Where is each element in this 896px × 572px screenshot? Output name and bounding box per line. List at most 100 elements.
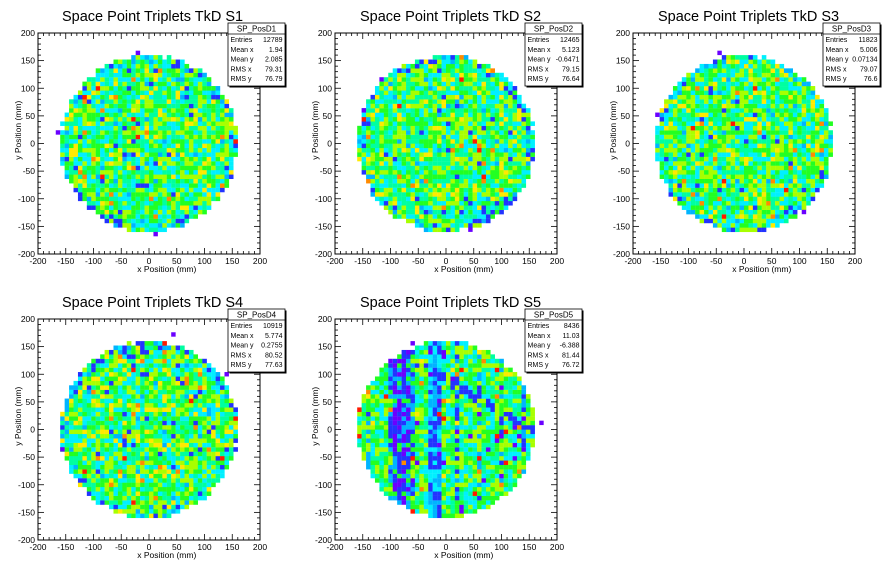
x-tick-label: 50: [469, 256, 479, 266]
heatmap-bin: [414, 209, 420, 215]
heatmap-bin: [153, 108, 159, 113]
heatmap-bin: [166, 90, 172, 96]
heatmap-bin: [86, 112, 92, 118]
heatmap-bin: [153, 139, 159, 144]
x-tick-label: -150: [354, 256, 371, 266]
heatmap-bin: [801, 81, 807, 87]
heatmap-bin: [140, 402, 145, 408]
heatmap-bin: [414, 143, 420, 149]
heatmap-bin: [446, 139, 451, 144]
heatmap-bin: [131, 112, 136, 118]
heatmap-bin: [131, 500, 136, 505]
heatmap-bin: [193, 425, 198, 430]
heatmap-bin: [180, 81, 185, 87]
heatmap-bin: [140, 380, 145, 386]
heatmap-bin: [193, 376, 198, 382]
heatmap-bin: [499, 130, 504, 135]
heatmap-bin: [166, 416, 172, 421]
heatmap-bin: [708, 196, 714, 202]
heatmap-bin: [775, 174, 780, 180]
heatmap-bin: [184, 447, 190, 452]
heatmap-bin: [748, 161, 754, 166]
heatmap-bin: [64, 407, 70, 412]
heatmap-bin: [82, 178, 87, 184]
heatmap-bin: [135, 165, 141, 171]
heatmap-bin: [379, 94, 384, 100]
stats-value: 76.79: [265, 76, 283, 83]
heatmap-bin: [91, 108, 96, 113]
heatmap-bin: [695, 170, 700, 175]
heatmap-bin: [392, 99, 398, 104]
heatmap-bin: [184, 147, 190, 153]
heatmap-bin: [140, 86, 145, 91]
heatmap-bin: [162, 358, 167, 364]
heatmap-bin: [131, 103, 136, 109]
heatmap-bin: [463, 134, 469, 140]
heatmap-bin: [180, 473, 185, 479]
heatmap-bin: [481, 90, 487, 96]
heatmap-bin: [379, 200, 384, 206]
heatmap-bin: [175, 72, 181, 78]
heatmap-bin: [91, 143, 96, 149]
heatmap-bin: [171, 156, 176, 162]
heatmap-bin: [655, 125, 660, 131]
heatmap-bin: [388, 200, 393, 206]
heatmap-bin: [193, 447, 198, 452]
heatmap-bin: [815, 152, 820, 157]
heatmap-bin: [419, 112, 424, 118]
heatmap-bin: [153, 165, 159, 171]
heatmap-bin: [459, 161, 464, 166]
heatmap-bin: [739, 183, 745, 188]
heatmap-bin: [144, 86, 150, 91]
heatmap-bin: [157, 447, 163, 452]
heatmap-bin: [180, 456, 185, 461]
heatmap-bin: [131, 442, 136, 448]
heatmap-bin: [64, 139, 70, 144]
heatmap-bin: [677, 81, 682, 87]
heatmap-bin: [686, 116, 691, 122]
heatmap-bin: [477, 196, 482, 202]
heatmap-bin: [149, 367, 154, 373]
heatmap-bin: [481, 187, 487, 193]
stats-label: RMS x: [231, 66, 253, 73]
heatmap-bin: [122, 363, 127, 368]
heatmap-bin: [503, 139, 509, 144]
heatmap-bin: [117, 196, 123, 202]
heatmap-bin: [82, 473, 87, 479]
heatmap-bin: [485, 152, 491, 157]
heatmap-bin: [149, 402, 154, 408]
heatmap-bin: [162, 495, 167, 501]
heatmap-bin: [428, 72, 433, 78]
heatmap-bin: [126, 108, 132, 113]
heatmap-bin: [699, 187, 705, 193]
heatmap-bin: [499, 174, 504, 180]
heatmap-bin: [86, 416, 92, 421]
heatmap-bin: [664, 178, 669, 184]
heatmap-bin: [184, 94, 190, 100]
heatmap-bin: [131, 227, 136, 233]
heatmap-bin: [779, 165, 785, 171]
heatmap-bin: [508, 170, 513, 175]
heatmap-bin: [752, 223, 758, 228]
y-tick-label: -150: [613, 221, 630, 231]
heatmap-bin: [695, 161, 700, 166]
heatmap-bin: [454, 178, 460, 184]
heatmap-bin: [91, 367, 96, 373]
heatmap-bin: [788, 200, 793, 206]
heatmap-bin: [779, 77, 785, 82]
heatmap-bin: [86, 380, 92, 386]
heatmap-bin: [197, 192, 203, 197]
heatmap-bin: [655, 147, 660, 153]
heatmap-bin: [428, 94, 433, 100]
heatmap-bin: [668, 130, 674, 135]
heatmap-bin: [77, 112, 83, 118]
heatmap-bin: [69, 125, 74, 131]
heatmap-bin: [677, 86, 682, 91]
heatmap-bin: [126, 200, 132, 206]
heatmap-bin: [717, 94, 722, 100]
heatmap-bin: [752, 200, 758, 206]
heatmap-bin: [153, 425, 159, 430]
heatmap-bin: [797, 152, 802, 157]
heatmap-bin: [188, 178, 194, 184]
heatmap-bin: [153, 486, 159, 492]
